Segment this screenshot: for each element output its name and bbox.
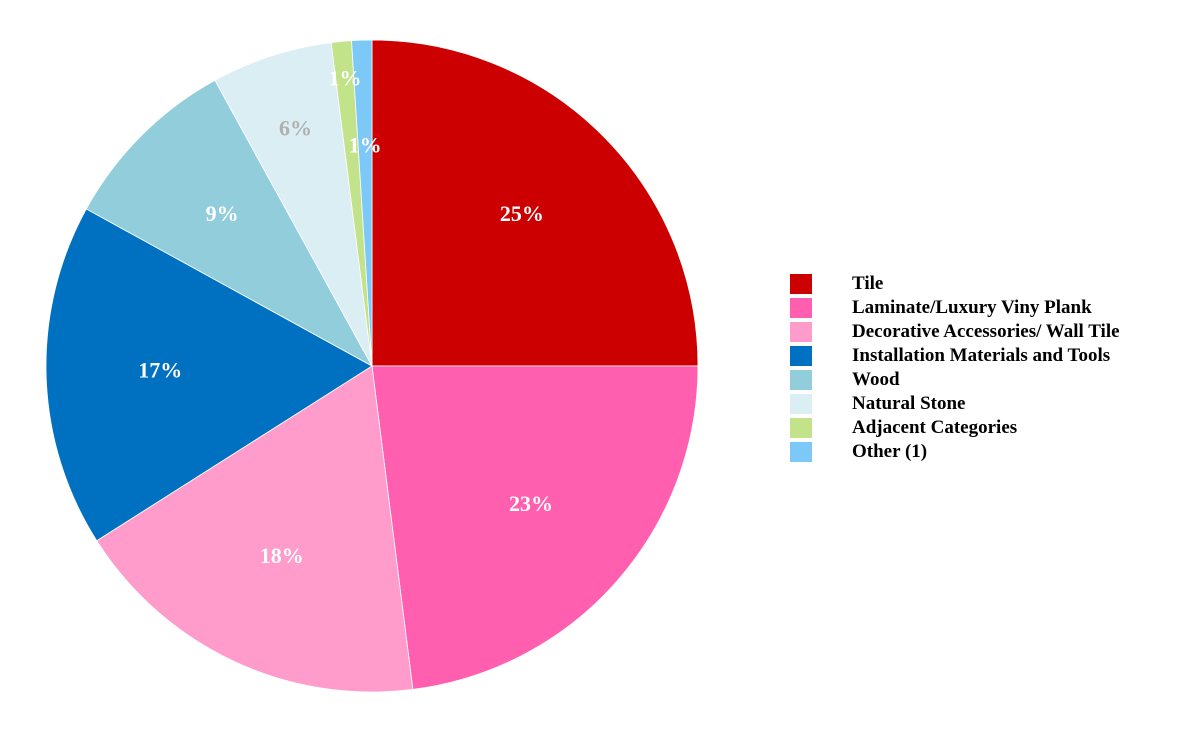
slice-data-label-4: 9% [206, 201, 239, 226]
legend-item: Tile [790, 272, 1120, 296]
slice-data-label-7: 1% [349, 133, 382, 158]
pie-slice-7 [351, 39, 373, 367]
legend-item: Decorative Accessories/ Wall Tile [790, 320, 1120, 344]
legend-item: Wood [790, 368, 1120, 392]
pie-slice-5 [214, 42, 373, 367]
slice-data-label-6: 1% [329, 65, 362, 90]
legend-label: Adjacent Categories [852, 417, 1018, 438]
legend-swatch [790, 298, 812, 318]
legend-label: Installation Materials and Tools [852, 345, 1111, 366]
legend-item: Adjacent Categories [790, 416, 1120, 440]
slice-data-label-5: 6% [279, 115, 312, 140]
legend-swatch [790, 322, 812, 342]
legend-swatch [790, 274, 812, 294]
slice-data-label-0: 25% [500, 201, 544, 226]
legend-label: Decorative Accessories/ Wall Tile [852, 321, 1120, 342]
slice-data-label-2: 18% [260, 543, 304, 568]
legend-swatch [790, 370, 812, 390]
legend-label: Tile [852, 273, 884, 294]
legend-label: Laminate/Luxury Viny Plank [852, 297, 1092, 318]
slice-data-label-3: 17% [138, 358, 182, 383]
legend-label: Wood [852, 369, 900, 390]
pie-slice-3 [45, 208, 373, 542]
legend-swatch [790, 346, 812, 366]
legend-item: Laminate/Luxury Viny Plank [790, 296, 1120, 320]
chart-legend: Tile Laminate/Luxury Viny Plank Decorati… [790, 272, 1120, 464]
pie-slice-0 [371, 39, 699, 367]
pie-slice-1 [371, 365, 699, 690]
legend-label: Other (1) [852, 441, 928, 462]
pie-slice-2 [96, 365, 414, 693]
legend-item: Other (1) [790, 440, 1120, 464]
legend-swatch [790, 418, 812, 438]
legend-swatch [790, 442, 812, 462]
legend-swatch [790, 394, 812, 414]
slice-data-label-1: 23% [509, 491, 553, 516]
pie-slice-4 [85, 79, 374, 368]
legend-item: Installation Materials and Tools [790, 344, 1120, 368]
legend-item: Natural Stone [790, 392, 1120, 416]
legend-label: Natural Stone [852, 393, 966, 414]
